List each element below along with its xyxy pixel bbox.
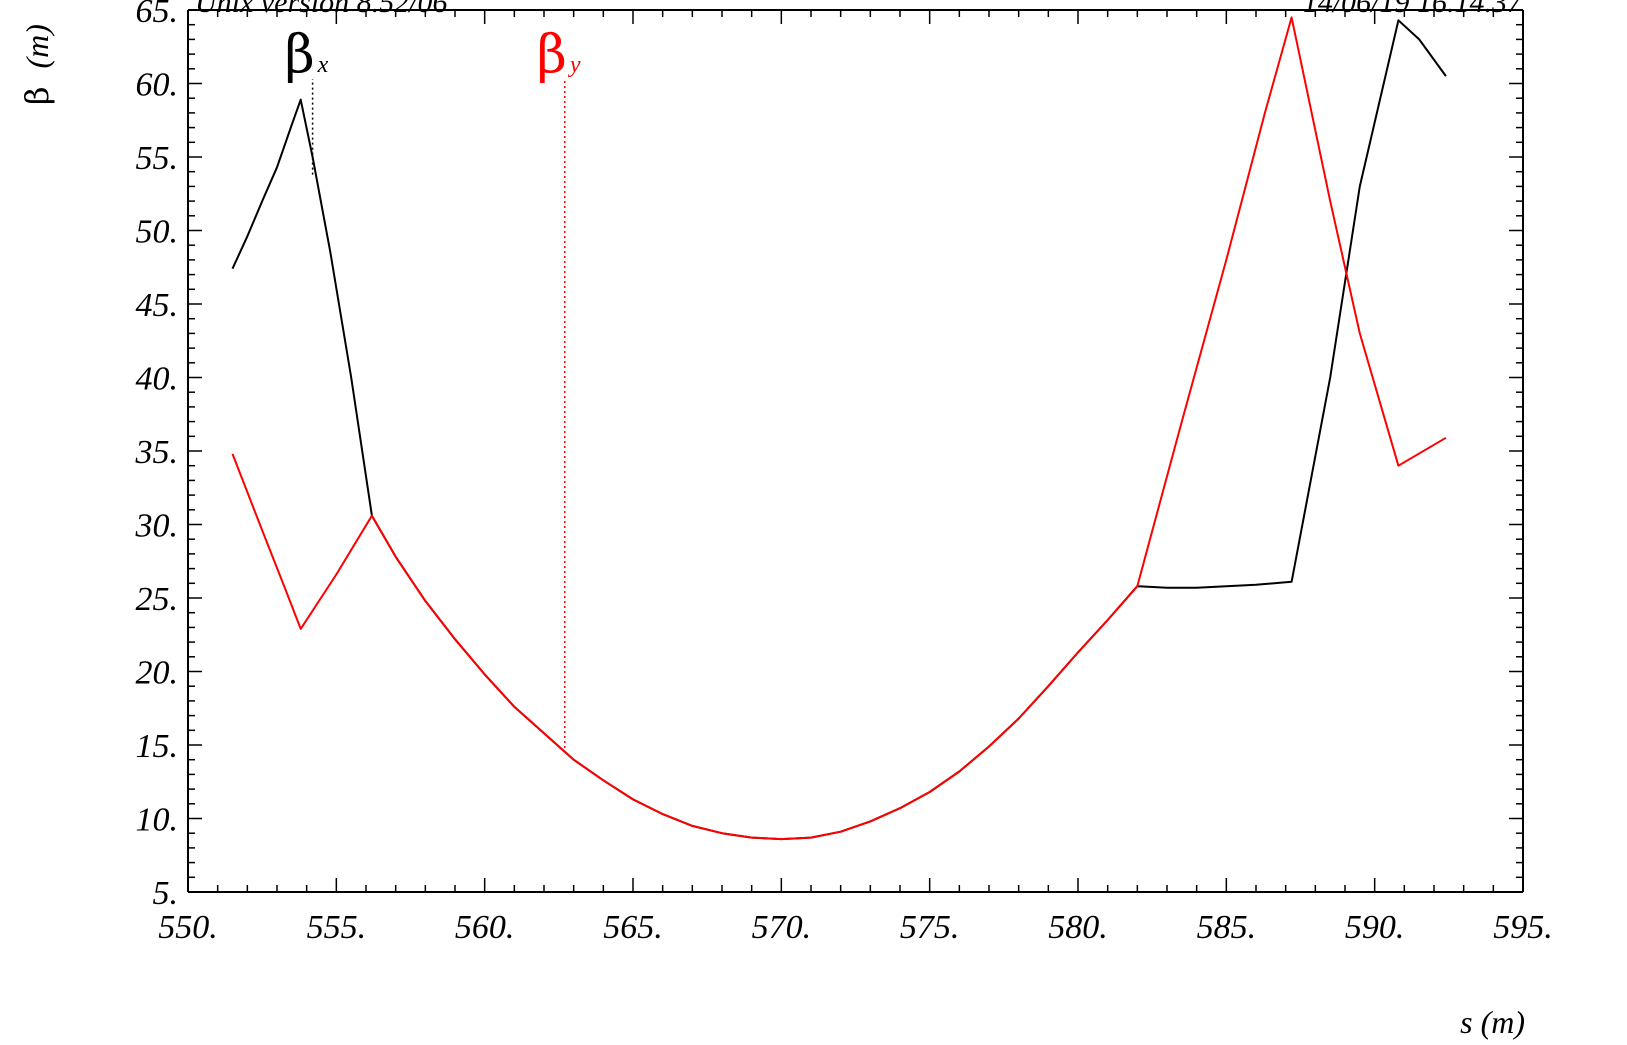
y-tick-label: 50.	[136, 214, 179, 251]
y-tick-label: 10.	[136, 802, 179, 839]
legend-symbol-beta-y: β	[537, 25, 567, 85]
svg-text:β (m): β (m)	[18, 24, 56, 105]
y-axis-symbol: β	[18, 87, 56, 106]
y-tick-label: 60.	[136, 67, 179, 104]
x-tick-label: 580.	[1048, 909, 1108, 946]
x-tick-label: 555.	[307, 909, 367, 946]
x-tick-label: 565.	[603, 909, 663, 946]
y-tick-labels: 5. 10. 15. 20. 25. 30. 35. 40. 45. 50. 55. 60. 65.	[135, 0, 179, 912]
y-axis-title: β (m)	[18, 24, 56, 105]
y-tick-label: 65.	[136, 0, 179, 30]
x-tick-label: 585.	[1197, 909, 1257, 946]
legend-subscript-beta-y: y	[568, 52, 581, 78]
y-tick-label: 20.	[136, 655, 179, 692]
y-tick-label: 55.	[136, 140, 179, 177]
axis-ticks	[187, 9, 1524, 893]
y-tick-label: 25.	[136, 581, 179, 618]
legend-symbol-beta-x: β	[285, 25, 315, 85]
y-axis-unit: (m)	[19, 24, 55, 68]
x-tick-label: 595.	[1493, 909, 1553, 946]
y-tick-label: 40.	[136, 361, 179, 398]
x-tick-label: 570.	[752, 909, 812, 946]
x-axis-title: s (m)	[1460, 1004, 1525, 1040]
series-line-beta-y	[231, 16, 1447, 841]
x-tick-label: 560.	[455, 909, 515, 946]
x-tick-label: 550.	[158, 909, 218, 946]
x-tick-label: 590.	[1345, 909, 1405, 946]
series-group	[231, 16, 1447, 841]
y-tick-label: 30.	[135, 508, 179, 545]
y-tick-label: 5.	[153, 875, 179, 912]
legend-subscript-beta-x: x	[317, 52, 329, 78]
y-tick-label: 45.	[136, 287, 179, 324]
x-tick-label: 575.	[900, 909, 960, 946]
y-tick-label: 35.	[135, 434, 179, 471]
y-tick-label: 15.	[136, 728, 179, 765]
x-tick-labels: 550. 555. 560. 565. 570. 575. 580. 585. 590. 595.	[158, 909, 1553, 946]
